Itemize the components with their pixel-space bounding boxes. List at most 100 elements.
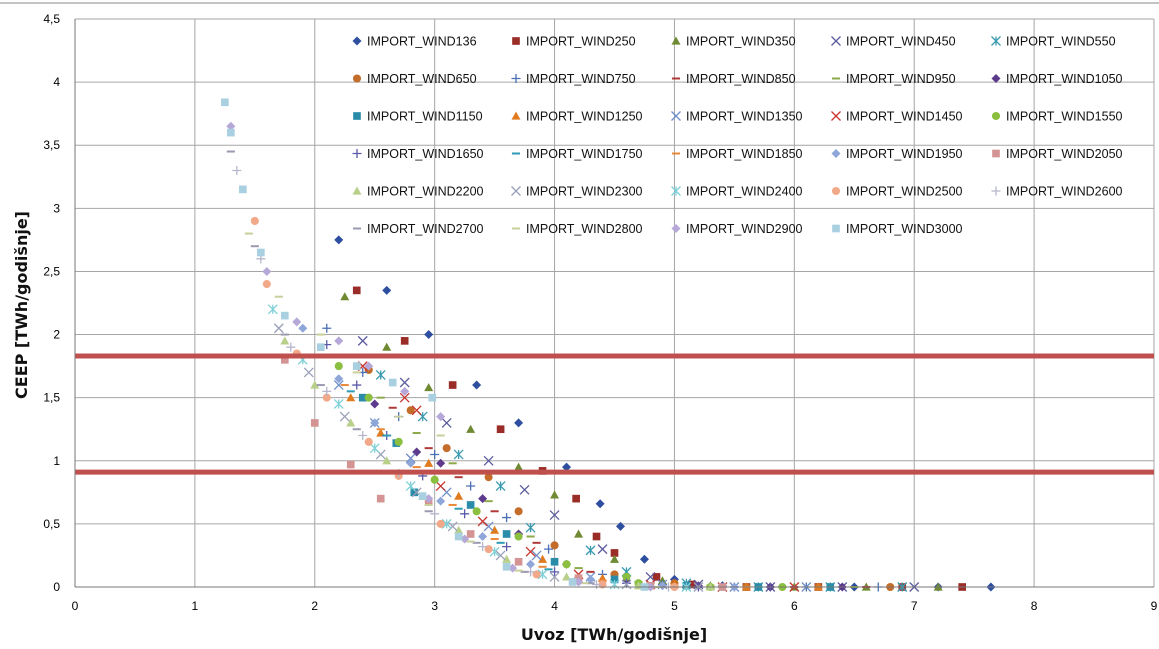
data-point: [388, 378, 397, 387]
legend-label: IMPORT_WIND1350: [686, 110, 803, 124]
data-point: [597, 544, 608, 555]
legend-item: IMPORT_WIND1750: [511, 147, 643, 161]
legend-label: IMPORT_WIND1150: [367, 110, 483, 124]
legend-marker: [831, 111, 841, 121]
legend-item: IMPORT_WIND450: [831, 35, 956, 49]
data-point: [688, 580, 697, 589]
data-point: [406, 458, 416, 468]
legend-marker: [352, 149, 362, 158]
data-point: [303, 367, 314, 378]
tick-labels: 0 1 2 3 4 5 6 7 8 9 0 0,5 1 1,5 2 2,5 3 3,5 4 4,5: [43, 12, 1157, 613]
data-point: [364, 361, 374, 371]
legend-item: IMPORT_WIND2800: [511, 222, 643, 236]
legend-label: IMPORT_WIND250: [526, 35, 636, 49]
data-point: [586, 574, 596, 584]
legend-marker: [991, 186, 1001, 196]
data-point: [478, 542, 488, 552]
legend-marker: [511, 186, 521, 196]
data-point: [239, 185, 247, 194]
data-point: [562, 462, 572, 472]
data-point: [428, 393, 437, 402]
legend-label: IMPORT_WIND550: [1006, 35, 1116, 49]
data-point: [454, 491, 464, 500]
legend-item: IMPORT_WIND950: [831, 72, 956, 86]
data-point: [562, 560, 571, 569]
data-point: [226, 121, 236, 131]
data-point: [364, 393, 373, 402]
data-point: [549, 571, 560, 582]
data-point: [466, 481, 476, 491]
data-point: [424, 330, 434, 340]
data-point: [441, 518, 452, 529]
data-point: [334, 235, 344, 245]
legend-marker: [992, 149, 1000, 158]
data-point: [436, 519, 445, 528]
legend-item: IMPORT_WIND550: [991, 35, 1116, 49]
data-point: [466, 424, 476, 433]
data-point: [334, 374, 344, 384]
legend-item: IMPORT_WIND1050: [991, 72, 1123, 86]
data-point: [550, 557, 559, 566]
legend-marker: [671, 224, 681, 233]
legend-item: IMPORT_WIND1450: [831, 110, 963, 124]
data-point: [382, 456, 392, 465]
data-point: [400, 337, 409, 345]
legend-label: IMPORT_WIND2050: [1006, 147, 1123, 161]
legend-marker: [512, 37, 520, 45]
legend-label: IMPORT_WIND850: [686, 72, 796, 86]
legend-marker: [831, 186, 841, 196]
data-point: [418, 492, 427, 500]
data-point: [595, 499, 605, 509]
data-point: [280, 311, 289, 320]
legend-item: IMPORT_WIND1250: [511, 110, 643, 124]
data-point: [621, 578, 631, 588]
legend-item: IMPORT_WIND350: [671, 35, 796, 49]
x-tick-label: 6: [791, 599, 798, 613]
x-tick-label: 2: [311, 599, 318, 613]
legend-label: IMPORT_WIND1850: [686, 147, 803, 161]
data-point: [352, 362, 361, 370]
legend-label: IMPORT_WIND450: [846, 35, 956, 49]
data-point: [357, 335, 368, 346]
legend-item: IMPORT_WIND750: [511, 72, 636, 86]
legend-item: IMPORT_WIND2300: [511, 185, 643, 199]
y-tick-label: 4,5: [43, 12, 60, 26]
data-point: [639, 554, 649, 564]
data-point: [478, 532, 488, 542]
legend-marker: [831, 149, 841, 158]
data-point: [292, 317, 302, 327]
data-point: [280, 355, 289, 364]
data-point: [466, 501, 475, 509]
data-point: [322, 323, 332, 333]
legend-item: IMPORT_WIND3000: [832, 222, 963, 236]
legend-marker: [671, 186, 681, 196]
legend-item: IMPORT_WIND2600: [991, 185, 1123, 199]
data-point: [502, 542, 512, 552]
legend-marker: [352, 186, 362, 195]
data-point: [410, 488, 419, 497]
data-point: [316, 343, 325, 352]
legend-item: IMPORT_WIND1650: [352, 147, 484, 161]
data-point: [322, 386, 332, 396]
data-point: [406, 406, 415, 415]
data-point: [333, 380, 344, 391]
data-point: [369, 443, 380, 454]
data-point: [610, 575, 619, 584]
legend-label: IMPORT_WIND1050: [1006, 72, 1123, 86]
data-point: [472, 380, 482, 390]
data-point: [382, 342, 392, 351]
legend-label: IMPORT_WIND2700: [367, 222, 484, 236]
data-point: [411, 405, 422, 416]
data-point: [346, 460, 355, 469]
data-point: [502, 554, 512, 563]
data-point: [525, 522, 536, 533]
legend-item: IMPORT_WIND1350: [671, 110, 803, 124]
data-point: [448, 381, 457, 389]
legend-label: IMPORT_WIND2600: [1006, 185, 1123, 199]
data-point: [478, 494, 488, 504]
legend-item: IMPORT_WIND1850: [671, 147, 803, 161]
data-point: [550, 541, 559, 550]
legend-label: IMPORT_WIND1650: [367, 147, 484, 161]
data-point: [453, 449, 464, 460]
